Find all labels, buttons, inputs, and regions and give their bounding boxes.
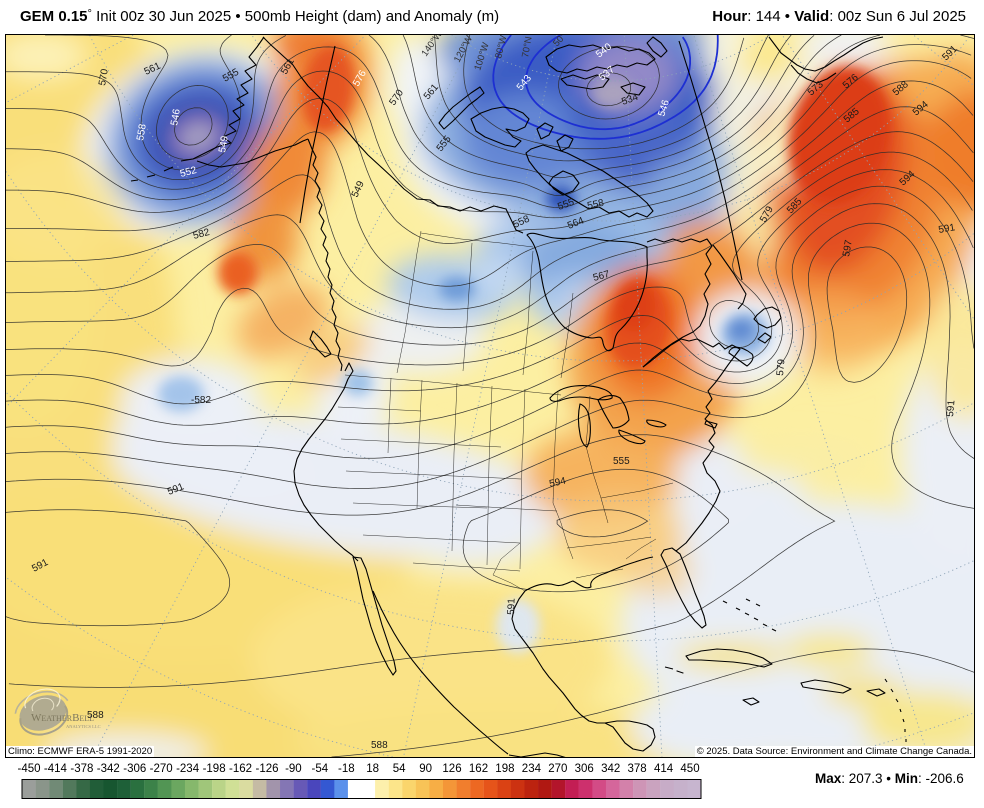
svg-text:546: 546 (169, 108, 183, 127)
svg-text:588: 588 (371, 740, 388, 751)
svg-text:579: 579 (775, 358, 787, 376)
svg-text:567: 567 (592, 269, 611, 284)
svg-text:558: 558 (135, 123, 149, 142)
svg-text:558: 558 (586, 198, 605, 212)
svg-text:594: 594 (548, 476, 567, 490)
svg-text:-582: -582 (191, 395, 211, 406)
svg-text:582: 582 (192, 227, 211, 242)
svg-text:70°N: 70°N (520, 36, 535, 59)
svg-text:570: 570 (97, 68, 111, 87)
svg-text:555: 555 (613, 456, 630, 467)
svg-text:591: 591 (506, 598, 518, 615)
svg-text:576: 576 (754, 35, 772, 37)
svg-text:546: 546 (656, 98, 672, 118)
svg-text:597: 597 (841, 239, 855, 258)
svg-text:588: 588 (87, 710, 104, 721)
svg-text:591: 591 (945, 399, 957, 417)
svg-text:WEATHERBELL: WEATHERBELL (31, 712, 94, 724)
svg-text:ANALYTICS LLC: ANALYTICS LLC (66, 724, 101, 729)
svg-text:552: 552 (179, 165, 198, 180)
svg-text:549: 549 (217, 135, 231, 154)
svg-text:591: 591 (938, 222, 957, 236)
